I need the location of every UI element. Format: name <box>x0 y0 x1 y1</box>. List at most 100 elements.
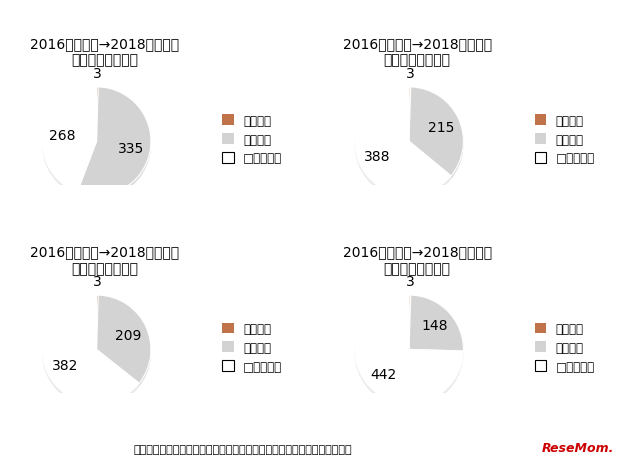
Wedge shape <box>42 298 139 407</box>
Title: 2016年度中１→2018年度中３
３年間の被害経験: 2016年度中１→2018年度中３ ３年間の被害経験 <box>30 245 179 275</box>
Wedge shape <box>97 90 98 144</box>
Wedge shape <box>409 298 463 354</box>
Wedge shape <box>409 297 463 353</box>
Wedge shape <box>97 297 99 352</box>
Wedge shape <box>97 89 98 143</box>
Wedge shape <box>42 89 97 194</box>
Wedge shape <box>42 299 139 407</box>
Text: 388: 388 <box>364 150 390 164</box>
Text: ReseMom.: ReseMom. <box>542 441 614 454</box>
Wedge shape <box>42 297 139 405</box>
Wedge shape <box>97 91 98 145</box>
Wedge shape <box>77 90 151 199</box>
Text: 3: 3 <box>93 67 102 81</box>
Wedge shape <box>97 297 99 351</box>
Text: 148: 148 <box>422 319 448 332</box>
Wedge shape <box>409 90 411 144</box>
Wedge shape <box>42 90 97 194</box>
Wedge shape <box>409 91 463 180</box>
Wedge shape <box>355 298 463 407</box>
Wedge shape <box>77 89 151 198</box>
Wedge shape <box>355 296 463 404</box>
Wedge shape <box>355 298 463 407</box>
Wedge shape <box>42 297 139 406</box>
Wedge shape <box>77 91 151 200</box>
Wedge shape <box>355 297 463 405</box>
Legend: ４回継続, 中　　間, □６回なし: ４回継続, 中 間, □６回なし <box>218 318 287 377</box>
Wedge shape <box>97 88 98 142</box>
Text: 3: 3 <box>406 67 415 81</box>
Wedge shape <box>355 90 451 199</box>
Wedge shape <box>409 296 411 350</box>
Wedge shape <box>97 296 99 350</box>
Wedge shape <box>97 296 151 384</box>
Wedge shape <box>409 91 463 179</box>
Title: 2016年度小４→2018年度小６
３年間の加害経験: 2016年度小４→2018年度小６ ３年間の加害経験 <box>342 38 492 68</box>
Text: 382: 382 <box>52 358 78 372</box>
Wedge shape <box>409 89 411 143</box>
Wedge shape <box>42 90 97 195</box>
Wedge shape <box>97 298 151 386</box>
Wedge shape <box>355 90 451 198</box>
Wedge shape <box>409 296 463 351</box>
Wedge shape <box>355 297 463 406</box>
Text: 3: 3 <box>93 275 102 289</box>
Wedge shape <box>42 296 139 404</box>
Wedge shape <box>97 295 99 350</box>
Wedge shape <box>42 88 97 193</box>
Wedge shape <box>97 90 98 144</box>
Wedge shape <box>355 88 451 197</box>
Wedge shape <box>409 297 463 352</box>
Wedge shape <box>97 296 99 350</box>
Wedge shape <box>409 297 411 351</box>
Title: 2016年度小４→2018年度小６
３年間の被害経験: 2016年度小４→2018年度小６ ３年間の被害経験 <box>30 38 179 68</box>
Text: 209: 209 <box>115 328 142 342</box>
Wedge shape <box>409 296 411 350</box>
Wedge shape <box>97 299 99 353</box>
Wedge shape <box>355 89 451 198</box>
Wedge shape <box>97 88 98 142</box>
Wedge shape <box>42 297 139 406</box>
Wedge shape <box>409 88 411 142</box>
Wedge shape <box>355 296 463 405</box>
Wedge shape <box>409 295 411 350</box>
Wedge shape <box>409 296 463 352</box>
Wedge shape <box>97 297 99 351</box>
Text: 268: 268 <box>49 129 75 143</box>
Wedge shape <box>77 88 151 197</box>
Wedge shape <box>409 299 463 355</box>
Wedge shape <box>409 91 411 145</box>
Wedge shape <box>97 295 151 383</box>
Legend: ３回継続, 中　　間, □６回なし: ３回継続, 中 間, □６回なし <box>530 318 600 377</box>
Text: 215: 215 <box>428 120 454 134</box>
Legend: ４回継続, 中　　間, □６回なし: ４回継続, 中 間, □６回なし <box>530 110 600 170</box>
Wedge shape <box>42 296 139 405</box>
Text: 335: 335 <box>118 142 145 156</box>
Wedge shape <box>97 298 99 352</box>
Wedge shape <box>42 298 139 407</box>
Wedge shape <box>355 91 451 200</box>
Wedge shape <box>409 295 463 351</box>
Wedge shape <box>97 298 99 352</box>
Wedge shape <box>409 89 411 144</box>
Text: 3: 3 <box>406 275 415 289</box>
Wedge shape <box>409 298 411 352</box>
Wedge shape <box>355 88 451 197</box>
Wedge shape <box>77 88 151 196</box>
Wedge shape <box>409 90 463 178</box>
Wedge shape <box>409 89 463 178</box>
Text: 442: 442 <box>371 367 397 381</box>
Wedge shape <box>97 91 98 145</box>
Wedge shape <box>409 88 411 142</box>
Wedge shape <box>42 91 97 195</box>
Wedge shape <box>97 297 151 385</box>
Wedge shape <box>97 89 98 144</box>
Wedge shape <box>409 298 463 354</box>
Wedge shape <box>97 298 151 386</box>
Wedge shape <box>42 88 97 193</box>
Wedge shape <box>97 297 151 386</box>
Wedge shape <box>42 295 139 404</box>
Wedge shape <box>409 88 463 177</box>
Wedge shape <box>409 88 411 143</box>
Wedge shape <box>409 299 411 353</box>
